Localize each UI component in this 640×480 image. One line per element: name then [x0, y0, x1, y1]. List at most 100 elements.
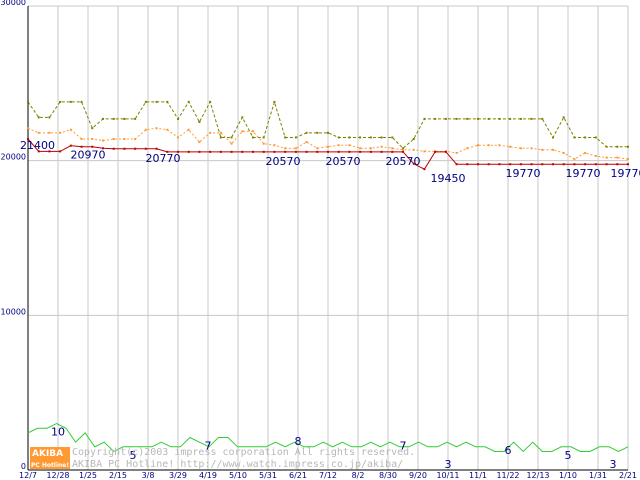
series-point-min [594, 163, 597, 166]
series-point-avg [584, 151, 587, 154]
series-point-avg [348, 144, 351, 147]
series-point-min [273, 150, 276, 153]
series-point-max [284, 136, 287, 139]
series-point-avg [134, 138, 137, 141]
series-point-avg [241, 130, 244, 133]
series-point-min [48, 150, 51, 153]
series-point-max [509, 117, 512, 120]
series-point-avg [187, 128, 190, 131]
series-point-avg [487, 144, 490, 147]
series-point-max [594, 136, 597, 139]
series-point-min [69, 144, 72, 147]
x-tick-label: 5/10 [229, 471, 247, 480]
price-label: 19450 [431, 172, 466, 185]
x-tick-label: 11/1 [469, 471, 487, 480]
series-line-max [27, 100, 628, 149]
series-point-min [562, 163, 565, 166]
series-point-min [102, 147, 104, 150]
series-point-min [80, 145, 83, 148]
series-point-min [305, 150, 308, 153]
series-point-min [584, 163, 587, 166]
series-point-max [294, 136, 297, 139]
series-point-avg [509, 145, 512, 148]
series-point-max [369, 136, 372, 139]
series-point-min [144, 147, 147, 150]
series-point-max [273, 100, 276, 103]
series-point-avg [412, 148, 415, 151]
price-label: 19770 [611, 167, 640, 180]
series-point-max [69, 100, 72, 103]
series-point-avg [477, 144, 479, 147]
y-tick-label: 20000 [1, 153, 26, 162]
series-point-avg [423, 150, 426, 153]
y-tick-label: 10000 [1, 307, 26, 316]
price-label: 19770 [566, 167, 601, 180]
series-point-max [455, 117, 458, 120]
shop-count-label: 6 [505, 444, 512, 457]
series-point-min [187, 150, 190, 153]
series-point-max [252, 136, 254, 139]
series-point-min [477, 163, 479, 166]
series-point-min [262, 150, 265, 153]
series-point-avg [37, 131, 40, 134]
series-point-min [252, 150, 254, 153]
series-point-min [519, 163, 522, 166]
series-point-avg [369, 147, 372, 150]
x-tick-label: 2/15 [109, 471, 127, 480]
series-point-avg [380, 145, 383, 148]
series-point-avg [305, 141, 308, 144]
series-point-max [177, 117, 179, 120]
series-point-min [112, 147, 115, 150]
series-point-max [498, 117, 501, 120]
grid-lines [27, 5, 629, 471]
price-label: 20970 [71, 149, 106, 162]
series-point-max [434, 117, 437, 120]
logo-bottom-text: PC Hotline! [31, 462, 69, 469]
x-tick-label: 12/13 [526, 471, 549, 480]
series-point-max [230, 136, 233, 139]
series-point-min [541, 163, 544, 166]
x-tick-label: 8/30 [379, 471, 397, 480]
series-point-avg [562, 151, 565, 154]
logo-box [30, 447, 70, 469]
x-axis-ticks: 12/7 12/28 1/25 2/15 3/8 3/29 4/19 5/10 5/31 6/21… [19, 471, 637, 480]
price-labels: 21400 20970 20770 20570 20570 20570 19450 19770… [20, 139, 640, 185]
series-point-avg [219, 131, 222, 134]
series-point-max [305, 131, 308, 134]
series-point-avg [102, 139, 104, 142]
series-point-min [177, 150, 179, 153]
series-point-max [37, 116, 40, 119]
series-point-max [337, 136, 340, 139]
series-point-min [284, 150, 287, 153]
series-point-min [627, 163, 629, 166]
series-point-min [509, 163, 512, 166]
series-point-min [380, 150, 383, 153]
series-point-max [444, 117, 447, 120]
shop-count-labels: 10 5 7 8 7 3 6 5 3 [51, 426, 617, 471]
series-point-avg [144, 128, 147, 131]
series-point-max [262, 136, 265, 139]
series-point-max [59, 100, 62, 103]
price-label: 20570 [386, 155, 421, 168]
logo-top-text: AKIBA [32, 449, 63, 459]
series-point-avg [616, 156, 619, 159]
series-point-min [219, 150, 222, 153]
series-point-avg [177, 136, 179, 139]
series-point-max [134, 117, 137, 120]
series-point-max [327, 131, 329, 134]
series-point-max [102, 117, 104, 120]
series-point-max [48, 116, 51, 119]
price-label: 19770 [506, 167, 541, 180]
series-point-max [380, 136, 383, 139]
series-point-max [519, 117, 522, 120]
series-point-avg [80, 138, 83, 141]
series-point-max [187, 100, 190, 103]
series-point-min [391, 150, 394, 153]
series-point-avg [69, 128, 72, 131]
x-tick-label: 1/31 [589, 471, 607, 480]
y-tick-label: 0 [21, 462, 26, 471]
x-tick-label: 2/21 [619, 471, 637, 480]
series-point-max [155, 100, 158, 103]
series-point-avg [530, 147, 533, 150]
